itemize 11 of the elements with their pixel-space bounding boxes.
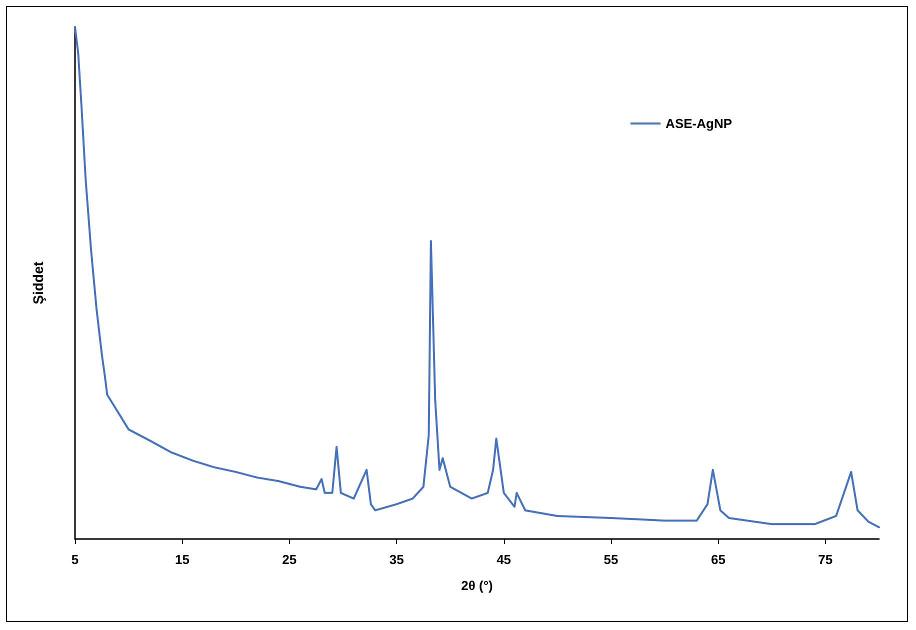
x-tick-label: 45	[496, 552, 512, 567]
x-tick-label: 75	[818, 552, 833, 567]
y-axis-title: Şiddet	[30, 261, 46, 304]
x-tick-label: 35	[389, 552, 404, 567]
x-tick-label: 5	[71, 552, 79, 567]
x-axis-title: 2θ (°)	[461, 578, 493, 593]
x-tick-label: 15	[174, 552, 190, 567]
x-tick-label: 55	[604, 552, 618, 567]
x-tick-label: 65	[710, 552, 726, 567]
x-tick-label: 25	[282, 552, 297, 567]
legend-label: ASE-AgNP	[666, 116, 732, 131]
